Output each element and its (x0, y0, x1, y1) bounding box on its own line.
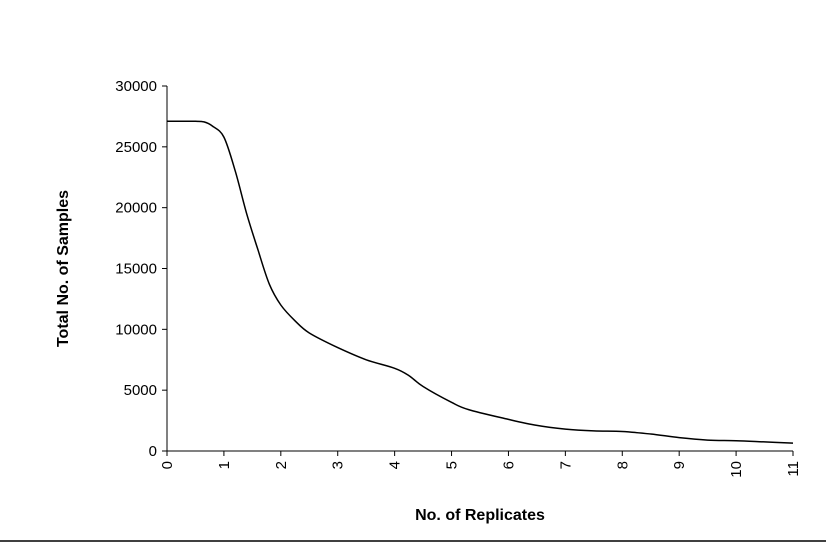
x-tick-label: 11 (785, 461, 802, 477)
x-tick-label: 3 (330, 461, 347, 469)
y-tick-label: 25000 (115, 139, 157, 156)
x-tick-label: 4 (387, 461, 404, 469)
y-axis-title: Total No. of Samples (55, 190, 72, 347)
x-tick-label: 6 (500, 461, 517, 469)
y-axis-ticks: 0 5000 10000 15000 20000 25000 30000 (115, 78, 167, 460)
y-tick-label: 5000 (124, 382, 157, 399)
x-tick-label: 8 (614, 461, 631, 469)
x-tick-label: 2 (273, 461, 290, 469)
y-tick-label: 10000 (115, 321, 157, 338)
y-tick-label: 0 (149, 443, 157, 460)
x-axis-title: No. of Replicates (415, 507, 545, 524)
data-series-line (167, 120, 794, 444)
x-tick-label: 10 (728, 461, 745, 478)
x-tick-label: 7 (557, 461, 574, 469)
x-tick-label: 1 (216, 461, 233, 469)
y-tick-label: 30000 (115, 78, 157, 95)
x-tick-label: 9 (671, 461, 688, 469)
x-tick-label: 0 (159, 461, 176, 469)
x-tick-label: 5 (444, 461, 461, 469)
x-axis-ticks: 0 1 2 3 4 5 6 7 8 9 10 11 (159, 451, 802, 478)
y-tick-label: 15000 (115, 261, 157, 278)
y-tick-label: 20000 (115, 200, 157, 217)
